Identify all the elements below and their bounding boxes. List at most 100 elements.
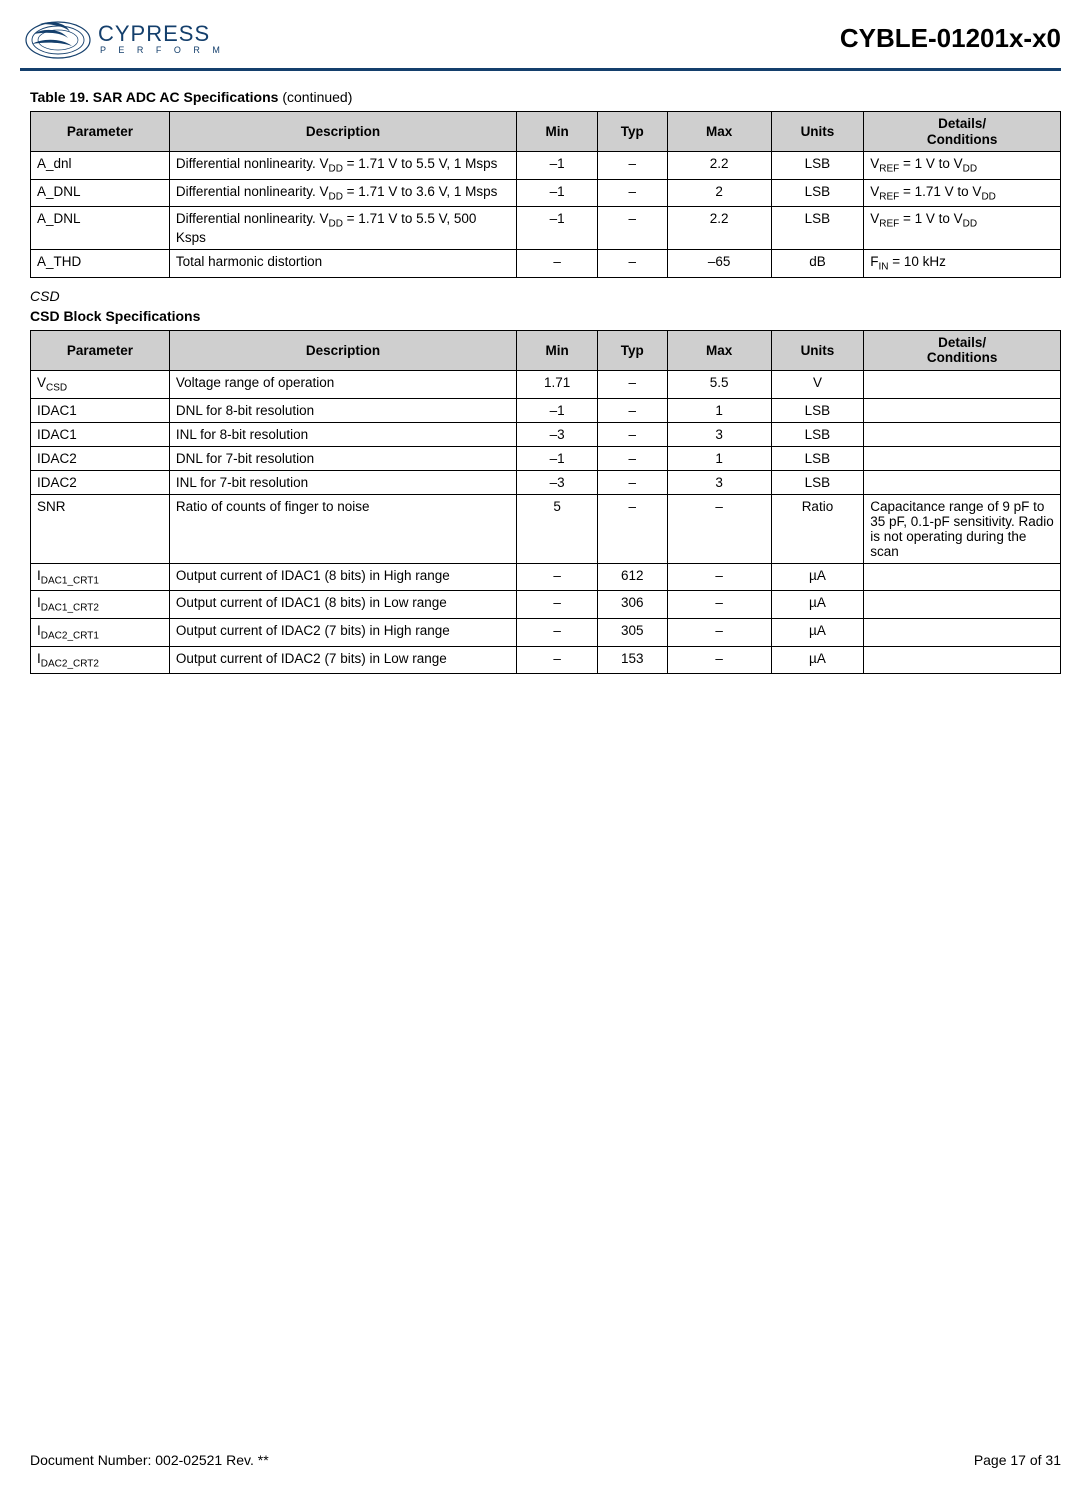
cell-units: LSB [771,179,864,207]
th-parameter: Parameter [31,112,170,152]
th-min: Min [517,112,598,152]
cell-units: Ratio [771,494,864,563]
th-max: Max [667,112,771,152]
cell-typ: – [598,207,667,250]
cell-typ: – [598,398,667,422]
cell-parameter: A_DNL [31,179,170,207]
cell-description: INL for 7-bit resolution [169,470,516,494]
th-details: Details/Conditions [864,112,1061,152]
table-row: SNRRatio of counts of finger to noise5––… [31,494,1061,563]
cell-description: Differential nonlinearity. VDD = 1.71 V … [169,179,516,207]
cell-parameter: A_DNL [31,207,170,250]
cell-units: LSB [771,446,864,470]
table19-caption-prefix: Table 19. [30,89,93,105]
cell-max: – [667,618,771,646]
cell-min: – [517,591,598,619]
cell-units: LSB [771,152,864,180]
cell-min: –1 [517,179,598,207]
cell-units: dB [771,250,864,278]
cell-details: FIN = 10 kHz [864,250,1061,278]
cell-typ: 305 [598,618,667,646]
cell-max: 5.5 [667,370,771,398]
cell-typ: – [598,446,667,470]
logo-block: CYPRESS P E R F O R M [20,14,225,62]
cell-description: Total harmonic distortion [169,250,516,278]
th-details: Details/Conditions [864,330,1061,370]
table-row: VCSDVoltage range of operation1.71–5.5V [31,370,1061,398]
cell-details [864,446,1061,470]
page-header: CYPRESS P E R F O R M CYBLE-01201x-x0 [0,0,1091,62]
cell-parameter: A_dnl [31,152,170,180]
table-row: IDAC2_CRT1Output current of IDAC2 (7 bit… [31,618,1061,646]
cell-units: µA [771,563,864,591]
cell-details [864,370,1061,398]
th-parameter: Parameter [31,330,170,370]
cell-typ: – [598,179,667,207]
cell-typ: – [598,152,667,180]
table-row: IDAC2INL for 7-bit resolution–3–3LSB [31,470,1061,494]
cell-min: –3 [517,470,598,494]
table-row: IDAC2DNL for 7-bit resolution–1–1LSB [31,446,1061,470]
cell-typ: 306 [598,591,667,619]
cell-typ: – [598,422,667,446]
th-units: Units [771,112,864,152]
csd-table: Parameter Description Min Typ Max Units … [30,330,1061,674]
cell-parameter: IDAC2_CRT1 [31,618,170,646]
cell-description: Output current of IDAC2 (7 bits) in Low … [169,646,516,674]
cell-details [864,422,1061,446]
csd-header-row: Parameter Description Min Typ Max Units … [31,330,1061,370]
cell-max: –65 [667,250,771,278]
cell-details [864,618,1061,646]
cell-details: VREF = 1 V to VDD [864,207,1061,250]
th-typ: Typ [598,330,667,370]
doc-number: Document Number: 002-02521 Rev. ** [30,1452,269,1468]
cell-details [864,563,1061,591]
cell-min: – [517,563,598,591]
table-row: IDAC1INL for 8-bit resolution–3–3LSB [31,422,1061,446]
cell-max: – [667,494,771,563]
cell-description: Output current of IDAC1 (8 bits) in High… [169,563,516,591]
cell-max: 2.2 [667,207,771,250]
logo-name: CYPRESS [98,21,225,47]
cell-min: 5 [517,494,598,563]
cell-units: LSB [771,398,864,422]
cell-description: DNL for 8-bit resolution [169,398,516,422]
logo-tagline: P E R F O R M [98,45,225,55]
cell-min: 1.71 [517,370,598,398]
cell-details: VREF = 1.71 V to VDD [864,179,1061,207]
cell-parameter: IDAC2 [31,470,170,494]
cell-details: VREF = 1 V to VDD [864,152,1061,180]
cell-details [864,398,1061,422]
cell-typ: – [598,494,667,563]
cell-parameter: IDAC2_CRT2 [31,646,170,674]
cell-max: 2.2 [667,152,771,180]
cell-max: 2 [667,179,771,207]
cell-min: – [517,618,598,646]
cell-description: Voltage range of operation [169,370,516,398]
csd-section-bold: CSD Block Specifications [30,308,1061,324]
cell-description: INL for 8-bit resolution [169,422,516,446]
content-area: Table 19. SAR ADC AC Specifications (con… [0,71,1091,674]
logo-text-block: CYPRESS P E R F O R M [98,21,225,55]
cell-units: µA [771,591,864,619]
cell-min: –3 [517,422,598,446]
cell-units: V [771,370,864,398]
cell-details [864,646,1061,674]
cell-details: Capacitance range of 9 pF to 35 pF, 0.1-… [864,494,1061,563]
cell-max: 1 [667,446,771,470]
cell-typ: – [598,250,667,278]
cell-typ: – [598,470,667,494]
cell-units: LSB [771,422,864,446]
cell-parameter: IDAC1 [31,398,170,422]
table19-caption: Table 19. SAR ADC AC Specifications (con… [30,89,1061,105]
th-units: Units [771,330,864,370]
cell-units: µA [771,618,864,646]
cell-parameter: A_THD [31,250,170,278]
cell-typ: – [598,370,667,398]
cell-min: – [517,250,598,278]
table-row: IDAC2_CRT2Output current of IDAC2 (7 bit… [31,646,1061,674]
logo-graphic [20,14,92,62]
page-footer: Document Number: 002-02521 Rev. ** Page … [30,1452,1061,1468]
cell-units: LSB [771,470,864,494]
cell-max: 3 [667,422,771,446]
